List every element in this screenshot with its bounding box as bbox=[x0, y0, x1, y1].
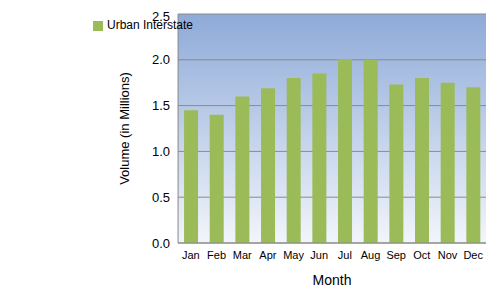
svg-text:Oct: Oct bbox=[413, 249, 430, 261]
svg-text:2.0: 2.0 bbox=[152, 52, 170, 67]
svg-text:2.5: 2.5 bbox=[152, 9, 170, 24]
svg-text:Feb: Feb bbox=[207, 249, 226, 261]
svg-text:1.0: 1.0 bbox=[152, 144, 170, 159]
svg-text:May: May bbox=[283, 249, 304, 261]
svg-text:Mar: Mar bbox=[233, 249, 252, 261]
svg-text:Jun: Jun bbox=[310, 249, 328, 261]
svg-text:0.5: 0.5 bbox=[152, 190, 170, 205]
svg-text:Volume (in Millions): Volume (in Millions) bbox=[117, 72, 132, 185]
svg-text:Dec: Dec bbox=[463, 249, 483, 261]
svg-text:Apr: Apr bbox=[259, 249, 276, 261]
svg-text:Month: Month bbox=[313, 272, 352, 288]
svg-text:Nov: Nov bbox=[438, 249, 458, 261]
svg-text:1.5: 1.5 bbox=[152, 98, 170, 113]
svg-text:Sep: Sep bbox=[386, 249, 406, 261]
svg-text:Jul: Jul bbox=[338, 249, 352, 261]
svg-text:Jan: Jan bbox=[182, 249, 200, 261]
svg-text:Aug: Aug bbox=[361, 249, 381, 261]
svg-text:0.0: 0.0 bbox=[152, 236, 170, 251]
